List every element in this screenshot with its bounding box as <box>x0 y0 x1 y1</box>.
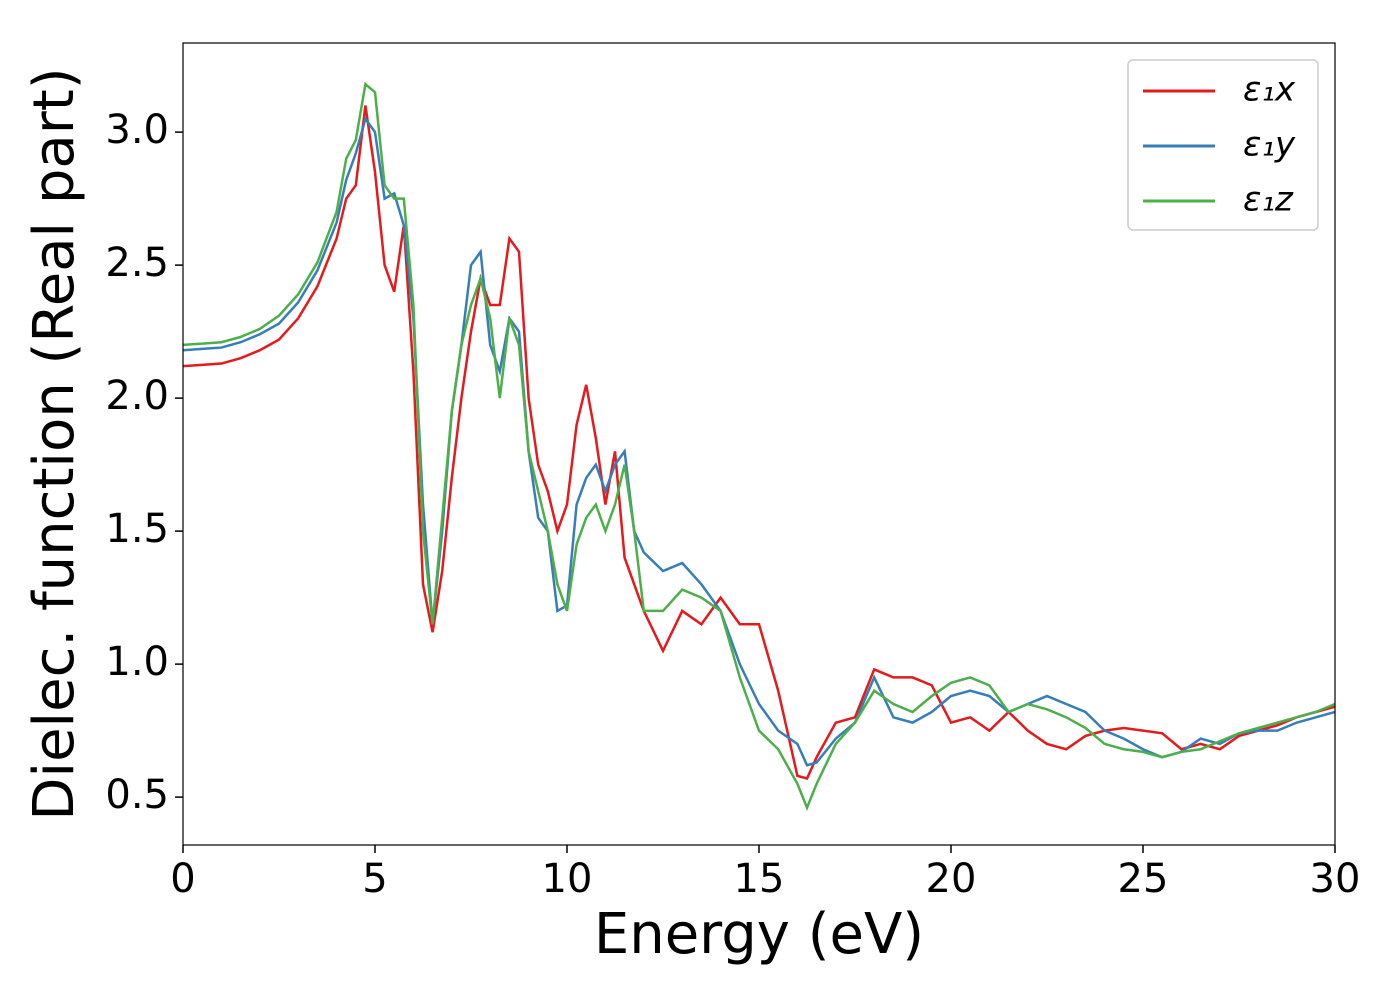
y-tick-label: 0.5 <box>105 772 169 818</box>
x-tick-label: 15 <box>734 856 785 902</box>
legend-box <box>1127 59 1319 231</box>
legend-label: ε₁y <box>1243 125 1296 165</box>
series-line <box>183 81 1335 812</box>
plot-frame <box>182 42 1336 846</box>
x-tick-label: 25 <box>1118 856 1169 902</box>
y-tick-label: 3.0 <box>105 107 169 153</box>
series-line <box>183 105 1335 780</box>
x-axis-label: Energy (eV) <box>594 902 924 967</box>
x-tick-label: 20 <box>926 856 977 902</box>
y-tick-label: 2.5 <box>105 240 169 286</box>
x-tick-label: 5 <box>362 856 387 902</box>
y-tick-label: 1.0 <box>105 639 169 685</box>
y-tick-label: 1.5 <box>105 506 169 552</box>
legend-label: ε₁z <box>1243 180 1294 220</box>
x-tick-label: 0 <box>170 856 195 902</box>
x-tick-label: 10 <box>542 856 593 902</box>
y-tick-label: 2.0 <box>105 373 169 419</box>
x-tick-label: 30 <box>1310 856 1361 902</box>
y-axis-label: Dielec. function (Real part) <box>22 67 87 820</box>
legend-label: ε₁x <box>1243 70 1296 110</box>
